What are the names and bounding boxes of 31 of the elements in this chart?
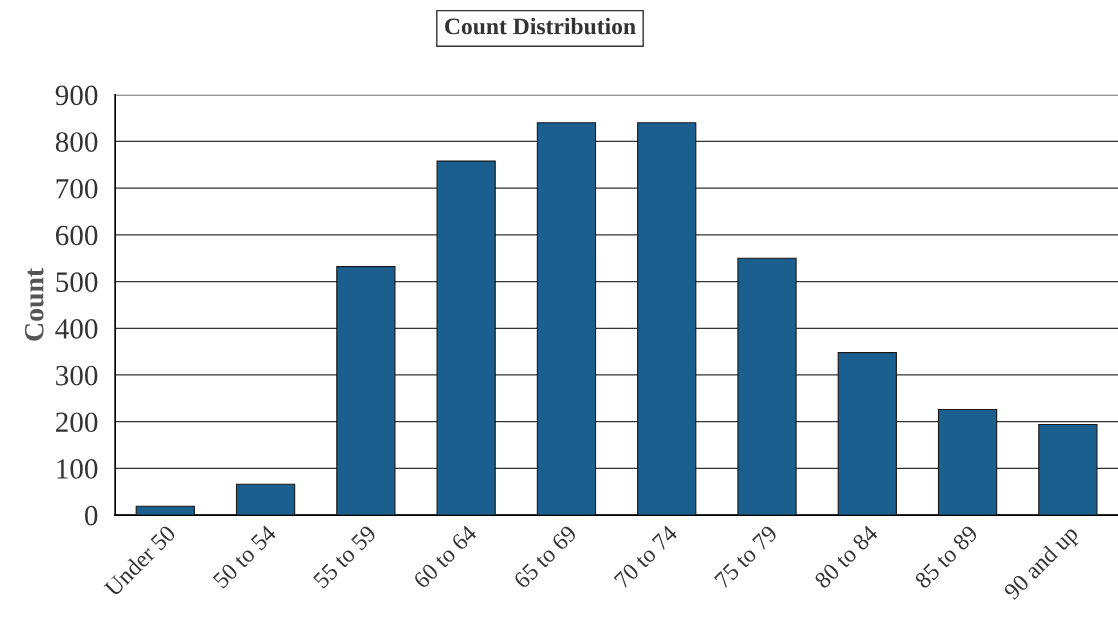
x-tick-label: 80 to 84	[813, 524, 879, 590]
y-tick-label: 900	[55, 85, 98, 106]
x-tick-label: 55 to 59	[312, 524, 377, 589]
y-tick-label: 400	[55, 319, 98, 339]
bar	[637, 122, 697, 516]
x-tick-label: 85 to 89	[913, 524, 979, 590]
y-tick-label: 100	[57, 459, 98, 479]
y-tick-label: 0	[85, 505, 98, 526]
bar	[1038, 423, 1098, 516]
x-tick-label: 70 to 74	[613, 524, 679, 589]
x-tick-label: 50 to 54	[212, 524, 278, 589]
bar	[536, 122, 597, 516]
bar	[135, 505, 195, 516]
y-tick-label: 300	[56, 365, 98, 386]
x-tick-label: 60 to 64	[412, 524, 478, 590]
bar	[336, 266, 396, 516]
y-tick-label: 800	[55, 132, 98, 152]
y-axis-title: Count	[24, 268, 44, 341]
x-tick-label: 65 to 69	[512, 524, 578, 590]
y-tick-label: 700	[56, 178, 98, 199]
chart-title: Count Distribution	[445, 17, 636, 35]
bar	[436, 160, 496, 516]
y-tick-label: 500	[56, 272, 98, 292]
x-tick-label: 75 to 79	[713, 524, 779, 589]
x-tick-label: 90 and up	[1002, 524, 1083, 604]
y-tick-label: 200	[56, 412, 98, 433]
y-tick-label: 600	[55, 225, 98, 246]
bar	[937, 408, 998, 516]
bar	[737, 257, 797, 516]
bar	[235, 483, 296, 516]
bar	[837, 352, 897, 516]
